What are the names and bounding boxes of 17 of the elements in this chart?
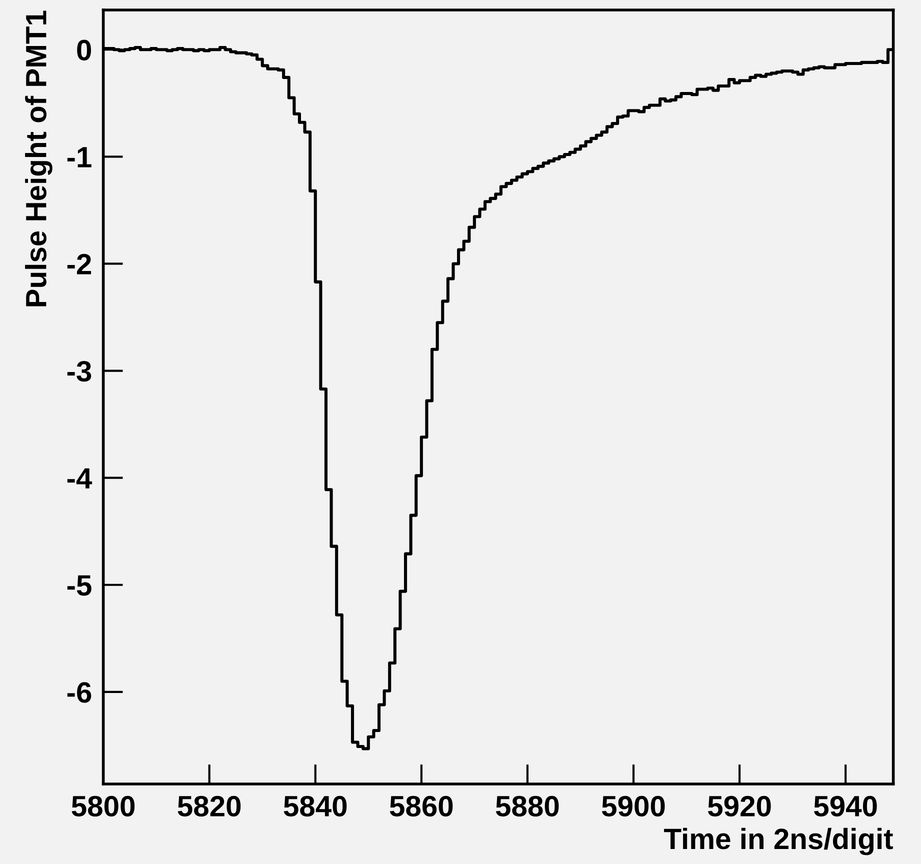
x-axis-title: Time in 2ns/digit xyxy=(664,828,893,856)
y-tick-label: -3 xyxy=(67,360,92,382)
x-tick-label: 5820 xyxy=(178,796,241,817)
y-axis-title: Pulse Height of PMT1 xyxy=(25,10,52,306)
x-tick-label: 5860 xyxy=(390,796,453,817)
y-tick-label: -6 xyxy=(67,682,92,703)
x-tick-label: 5840 xyxy=(284,796,347,817)
y-tick-label: -1 xyxy=(67,147,92,168)
x-tick-label: 5880 xyxy=(496,796,559,817)
x-tick-label: 5940 xyxy=(814,796,877,817)
x-tick-label: 5900 xyxy=(602,796,665,817)
y-tick-label: -2 xyxy=(67,254,92,274)
x-tick-label: 5920 xyxy=(708,796,771,817)
y-tick-label: -5 xyxy=(67,575,92,596)
y-tick-label: 0 xyxy=(77,40,91,60)
x-tick-label: 5800 xyxy=(72,796,135,817)
y-tick-label: -4 xyxy=(67,468,92,488)
